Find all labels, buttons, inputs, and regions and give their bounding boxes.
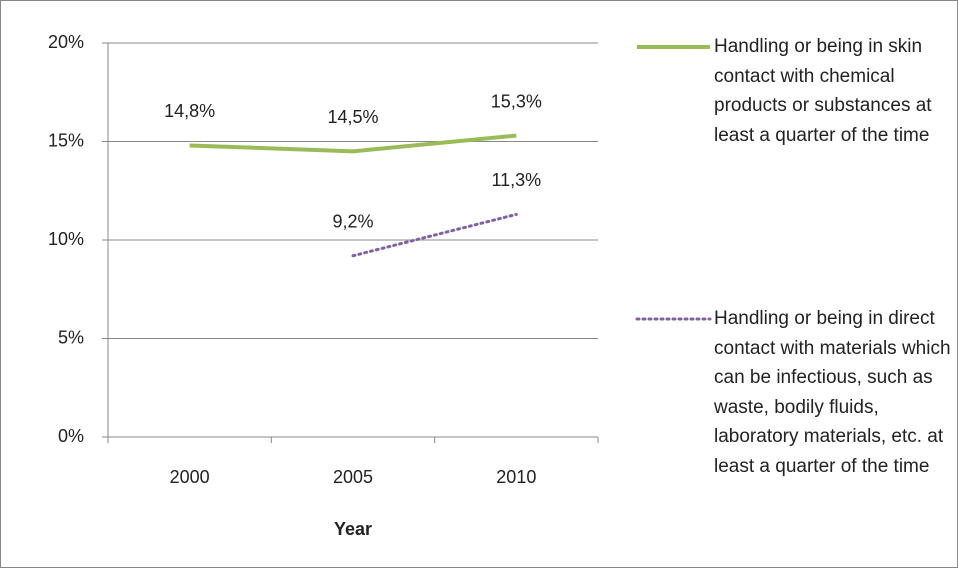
x-tick-label: 2005 [333, 467, 373, 487]
x-tick-label: 2000 [170, 467, 210, 487]
y-tick-label: 10% [48, 229, 84, 249]
data-label: 9,2% [332, 212, 373, 232]
data-label: 14,5% [327, 107, 378, 127]
series-line [351, 212, 518, 258]
data-label: 15,3% [491, 91, 542, 111]
series-line [189, 133, 517, 154]
x-axis-title: Year [334, 519, 372, 539]
y-tick-label: 15% [48, 130, 84, 150]
legend-label: Handling or being in skin contact with c… [714, 36, 932, 146]
y-tick-label: 5% [58, 327, 84, 347]
data-label: 14,8% [164, 101, 215, 121]
x-tick-label: 2010 [496, 467, 536, 487]
y-tick-label: 20% [48, 32, 84, 52]
data-label: 11,3% [491, 170, 541, 190]
y-tick-label: 0% [58, 426, 84, 446]
legend-label: Handling or being in direct contact with… [714, 308, 951, 477]
